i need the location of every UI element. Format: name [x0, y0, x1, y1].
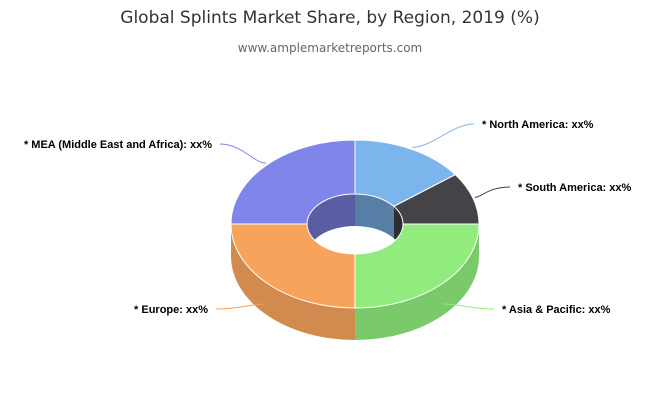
label-south_america: * South America: xx%: [518, 182, 632, 194]
pie-labels: * North America: xx% * South America: xx%…: [24, 119, 632, 316]
label-europe: * Europe: xx%: [134, 304, 208, 316]
slice-europe[interactable]: [230, 223, 356, 309]
chart-title: Global Splints Market Share, by Region, …: [120, 8, 539, 28]
slice-inner-wall-mea: [307, 194, 355, 256]
label-north_america: * North America: xx%: [482, 119, 594, 131]
label-mea: * MEA (Middle East and Africa): xx%: [24, 139, 212, 151]
label-asia_pacific: * Asia & Pacific: xx%: [502, 304, 611, 316]
connector-europe: [215, 303, 266, 310]
slice-north_america[interactable]: [354, 139, 457, 207]
slice-asia_pacific[interactable]: [354, 223, 480, 309]
chart-subtitle: www.amplemarketreports.com: [238, 41, 422, 55]
connector-south_america: [474, 186, 511, 198]
pie-plot-area: [230, 139, 480, 340]
connector-mea: [219, 143, 266, 164]
slice-side-asia_pacific: [355, 224, 479, 340]
slice-mea[interactable]: [230, 139, 356, 225]
connector-asia_pacific: [444, 303, 495, 310]
slice-side-europe: [231, 224, 355, 340]
slice-inner-wall-north_america: [355, 194, 394, 239]
connector-north_america: [412, 123, 475, 148]
